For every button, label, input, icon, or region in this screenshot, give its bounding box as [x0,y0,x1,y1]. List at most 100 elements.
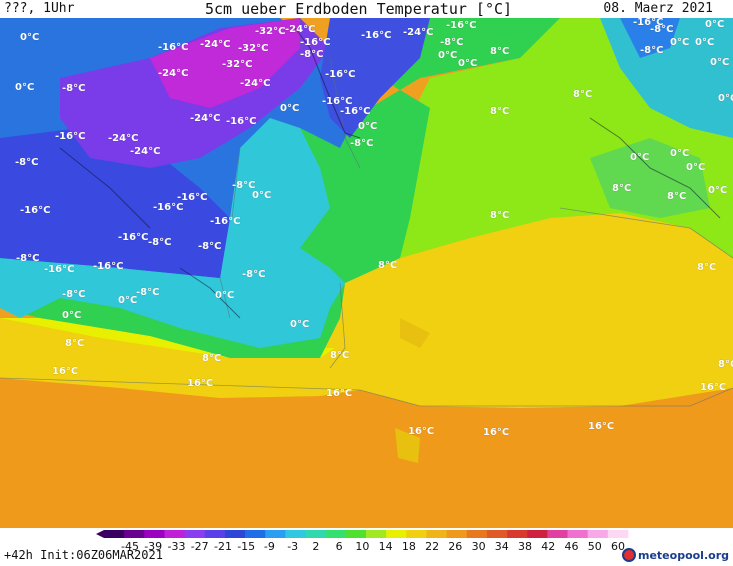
temperature-label: -8°C [16,253,39,264]
temperature-label: 16°C [700,382,726,393]
magenta-zone [150,18,300,108]
temperature-label: 0°C [358,121,377,132]
legend-swatch [587,530,609,538]
legend-tick-label: -3 [287,540,298,553]
temperature-labels: -24°C-32°C-16°C-24°C -32°C-16°C-8°C-32°C-… [15,18,733,438]
legend-tick-label: -21 [214,540,232,553]
temperature-label: -8°C [300,49,323,60]
temperature-label: 0°C [670,148,689,159]
temperature-label: -8°C [640,45,663,56]
run-info: +42h Init:06Z06MAR2021 [4,548,163,562]
temperature-label: -8°C [650,24,673,35]
temperature-label: -16°C [340,106,370,117]
legend-tick-label: 2 [312,540,319,553]
temperature-label: 0°C [20,32,39,43]
temperature-label: -16°C [361,30,391,41]
legend-swatch [245,530,266,538]
legend-swatch [507,530,528,538]
temperature-label: -24°C [285,24,315,35]
temperature-label: 16°C [52,366,78,377]
valid-time-label: ???, 1Uhr [4,1,75,16]
temperature-label: 0°C [62,310,81,321]
temperature-label: -8°C [62,289,85,300]
temperature-label: 0°C [252,190,271,201]
temperature-label: -16°C [177,192,207,203]
meteopool-logo[interactable]: meteopool.org [622,548,729,562]
temperature-label: -16°C [158,42,188,53]
temperature-label: -24°C [190,113,220,124]
logo-text: meteopool.org [638,548,729,562]
temperature-label: -16°C [210,216,240,227]
yellow-zone [0,213,733,408]
legend-swatch [204,530,226,538]
temperature-label: 8°C [718,359,733,370]
temperature-label: -16°C [325,69,355,80]
legend-tick-label: -33 [168,540,186,553]
legend-tick-label: 22 [425,540,439,553]
coastlines [59,27,721,319]
legend-tick-label: 26 [448,540,462,553]
temperature-label: -16°C [44,264,74,275]
temperature-label: -8°C [232,180,255,191]
temperature-label: -32°C [255,26,285,37]
temperature-label: 0°C [695,37,714,48]
temperature-label: -16°C [633,18,663,28]
temperature-label: 16°C [588,421,614,432]
temperature-map: -24°C-32°C-16°C-24°C -32°C-16°C-8°C-32°C-… [0,18,733,528]
forecast-date: 08. Maerz 2021 [603,1,713,16]
scandinavia-cold [620,18,680,58]
legend-swatch [386,530,407,538]
logo-mark-icon [622,548,636,562]
temperature-label: 8°C [490,210,509,221]
legend-tick-label: 50 [588,540,602,553]
temperature-label: -16°C [153,202,183,213]
temperature-label: 8°C [612,183,631,194]
cyan-zone [0,118,345,348]
temperature-label: 0°C [705,19,724,30]
legend-swatch [426,530,448,538]
temperature-label: -24°C [240,78,270,89]
legend-swatch [104,530,125,538]
temperature-label: 0°C [215,290,234,301]
temperature-label: -24°C [200,39,230,50]
temperature-label: -24°C [130,146,160,157]
temperature-label: -16°C [118,232,148,243]
temperature-label: 16°C [408,426,434,437]
legend-swatch [406,530,427,538]
color-legend: -45 -39 -33 -27 -21 -15 -9 -3 2 6 10 14 18 22 26 30 34 38… [96,530,629,553]
legend-tick-label: 60 [611,540,625,553]
temperature-label: -16°C [226,116,256,127]
coast-detail [395,318,430,463]
contour-lines [0,18,733,407]
temperature-label: 8°C [65,338,84,349]
temperature-label: 0°C [686,162,705,173]
greenland-east [320,18,430,138]
map-title: 5cm ueber Erdboden Temperatur [°C] [205,0,513,18]
temperature-label: -8°C [15,157,38,168]
legend-tick-label: 34 [495,540,509,553]
temperature-label: 0°C [290,319,309,330]
temperature-label: -24°C [158,68,188,79]
legend-tick-label: -27 [191,540,209,553]
legend-swatch [285,530,306,538]
legend-swatch [305,530,327,538]
temperature-label: 0°C [458,58,477,69]
legend-tick-label: 6 [336,540,343,553]
temperature-label: -8°C [62,83,85,94]
legend-tick-label: 38 [518,540,532,553]
legend-tick-label: -15 [237,540,255,553]
temperature-label: 16°C [483,427,509,438]
temperature-label: 8°C [490,46,509,57]
legend-tick-label: 30 [472,540,486,553]
temperature-label: -8°C [198,241,221,252]
temperature-label: -24°C [403,27,433,38]
temperature-label: -8°C [440,37,463,48]
legend-swatch [567,530,589,538]
temperature-label: 16°C [187,378,213,389]
legend-swatch [466,530,488,538]
legend-tick-label: 10 [355,540,369,553]
temperature-label: -16°C [55,131,85,142]
temperature-label: -8°C [136,287,159,298]
legend-left-arrow [96,530,104,538]
